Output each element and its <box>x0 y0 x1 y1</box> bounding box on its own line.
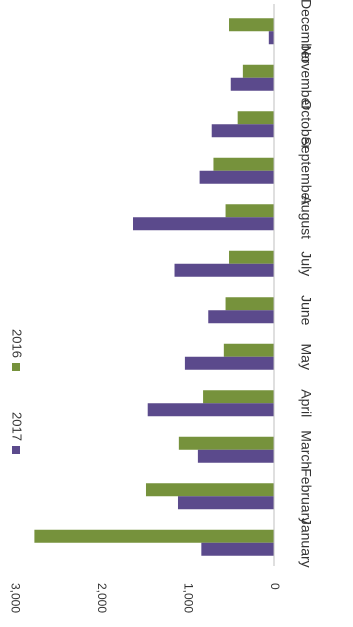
bar-2016-august <box>225 204 274 218</box>
bar-2017-february <box>177 496 274 510</box>
bar-2016-may <box>223 343 274 357</box>
category-label-june: June <box>298 295 314 326</box>
bar-2017-march <box>197 449 274 463</box>
category-label-november: November <box>298 45 314 110</box>
bar-2017-october <box>211 124 274 138</box>
bar-2016-september <box>213 157 274 171</box>
bar-2017-july <box>174 263 274 277</box>
bar-2016-march <box>178 436 274 450</box>
bar-2017-november <box>230 77 274 91</box>
bar-2016-june <box>225 297 274 311</box>
bar-2016-november <box>242 64 274 78</box>
bar-2016-december <box>229 18 274 32</box>
bar-2017-april <box>147 403 274 417</box>
legend-label-2016: 2016 <box>10 329 25 358</box>
bar-2016-february <box>145 483 274 497</box>
category-label-october: October <box>298 99 314 149</box>
category-label-august: August <box>298 195 314 239</box>
category-label-july: July <box>298 251 314 276</box>
value-tick-label: 3,000 <box>8 583 22 613</box>
bar-2016-october <box>237 111 274 125</box>
bar-2016-july <box>229 250 274 264</box>
category-label-december: December <box>298 0 314 64</box>
value-axis-ticks: 0 1,000 2,000 3,000 <box>8 583 282 613</box>
bar-2017-august <box>133 217 274 231</box>
bar-2017-january <box>201 542 274 556</box>
legend-swatch-2017 <box>12 446 20 454</box>
value-tick-label: 0 <box>268 583 282 590</box>
category-label-february: February <box>298 468 314 524</box>
bars-group <box>34 18 274 556</box>
category-label-april: April <box>298 389 314 417</box>
legend-swatch-2016 <box>12 363 20 371</box>
bar-2017-june <box>208 310 274 324</box>
bar-2016-january <box>34 529 274 543</box>
category-label-september: September <box>298 137 314 206</box>
value-tick-label: 2,000 <box>95 583 109 613</box>
category-label-may: May <box>298 344 314 370</box>
bar-2017-december <box>268 31 274 45</box>
category-label-march: March <box>298 430 314 469</box>
bar-2017-may <box>184 356 274 370</box>
value-tick-label: 1,000 <box>181 583 195 613</box>
legend: 2016 2017 <box>10 329 25 454</box>
legend-label-2017: 2017 <box>10 412 25 441</box>
bar-2017-september <box>199 170 274 184</box>
bar-2016-april <box>203 390 274 404</box>
category-label-january: January <box>298 518 314 568</box>
